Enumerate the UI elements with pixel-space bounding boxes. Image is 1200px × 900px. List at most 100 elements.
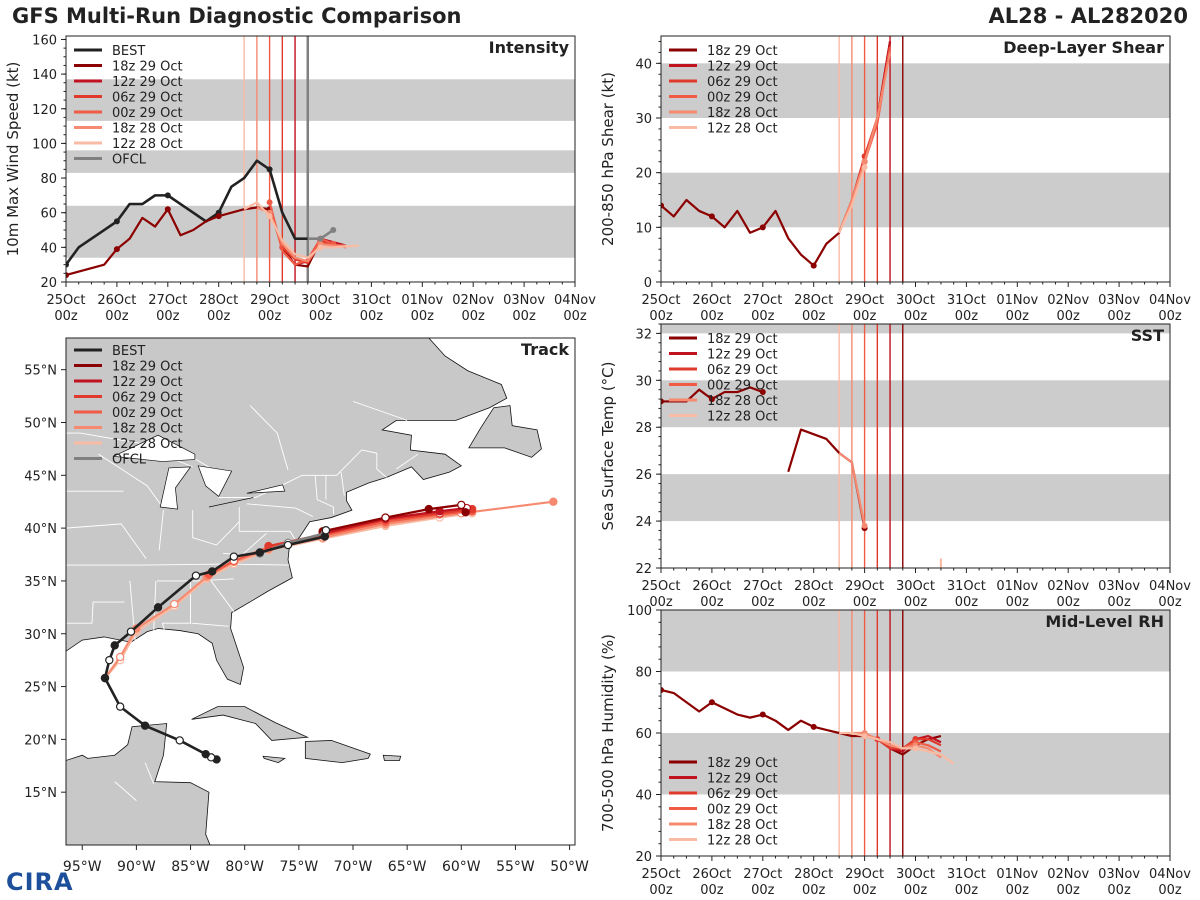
track-point-best bbox=[255, 548, 265, 557]
legend-label-12z-28-oct: 12z 28 Oct bbox=[112, 137, 183, 152]
admin-border bbox=[66, 563, 290, 566]
sst-panel: 22242628303225Oct00z26Oct00z27Oct00z28Oc… bbox=[599, 323, 1191, 610]
track-xtick-label: 75°W bbox=[280, 859, 319, 875]
admin-border bbox=[249, 405, 289, 471]
legend-label-12z-29-oct: 12z 29 Oct bbox=[707, 60, 778, 75]
track-point-best bbox=[100, 673, 110, 683]
track-point-18z-28-oct bbox=[170, 599, 179, 609]
intensity-xtick-label: 04Nov bbox=[554, 293, 596, 308]
intensity-xtick-label: 01Nov bbox=[401, 293, 443, 308]
rh-ylabel: 700-500 hPa Humidity (%) bbox=[599, 634, 617, 832]
rh-xtick-sublabel: 00z bbox=[802, 883, 826, 898]
sst-point-18z-28-oct bbox=[861, 522, 868, 529]
track-point-18z-29-oct bbox=[381, 513, 390, 522]
legend-label-00z-29-oct: 00z 29 Oct bbox=[707, 91, 778, 106]
intensity-point-ofcl bbox=[317, 235, 324, 242]
track-12z-29-oct bbox=[322, 506, 467, 535]
legend-label-18z-28-oct: 18z 28 Oct bbox=[112, 422, 183, 437]
sst-xtick-sublabel: 00z bbox=[700, 595, 724, 610]
rh-point-18z-29-oct bbox=[759, 711, 766, 718]
legend-label-00z-29-oct: 00z 29 Oct bbox=[707, 379, 778, 394]
sst-ytick-label: 22 bbox=[635, 562, 652, 577]
sst-xtick-sublabel: 00z bbox=[1107, 595, 1131, 610]
track-point-best bbox=[321, 526, 331, 535]
track-point-18z-28-oct bbox=[115, 652, 125, 662]
shear-xtick-sublabel: 00z bbox=[700, 309, 724, 324]
sst-xtick-sublabel: 00z bbox=[1057, 595, 1081, 610]
rh-series-group bbox=[661, 686, 955, 765]
admin-border bbox=[352, 400, 408, 421]
intensity-series-12z-28-oct bbox=[243, 201, 359, 259]
sst-xtick-label: 02Nov bbox=[1047, 579, 1089, 594]
intensity-xtick-sublabel: 00z bbox=[462, 309, 486, 324]
sst-xtick-label: 29Oct bbox=[845, 579, 884, 594]
intensity-xtick-label: 27Oct bbox=[148, 293, 187, 308]
intensity-point-best bbox=[113, 218, 120, 225]
rh-xtick-label: 25Oct bbox=[641, 867, 680, 882]
sst-band bbox=[661, 324, 1170, 334]
intensity-ytick-label: 60 bbox=[40, 207, 57, 222]
sst-title: SST bbox=[1131, 326, 1164, 345]
track-xtick-label: 95°W bbox=[63, 859, 102, 875]
legend-label-18z-29-oct: 18z 29 Oct bbox=[707, 756, 778, 771]
sst-xtick-sublabel: 00z bbox=[1006, 595, 1030, 610]
sst-xtick-label: 26Oct bbox=[692, 579, 731, 594]
rh-xtick-label: 27Oct bbox=[743, 867, 782, 882]
legend-label-06z-29-oct: 06z 29 Oct bbox=[707, 787, 778, 802]
shear-ytick-label: 0 bbox=[644, 276, 652, 291]
shear-xtick-sublabel: 00z bbox=[649, 309, 673, 324]
legend-label-12z-28-oct: 12z 28 Oct bbox=[707, 410, 778, 425]
legend-label-12z-28-oct: 12z 28 Oct bbox=[707, 122, 778, 137]
legend-label-00z-29-oct: 00z 29 Oct bbox=[112, 106, 183, 121]
legend-label-06z-29-oct: 06z 29 Oct bbox=[707, 363, 778, 378]
great-lake bbox=[112, 434, 196, 462]
track-ytick-label: 20°N bbox=[24, 733, 57, 748]
shear-point-12z-28-oct bbox=[861, 164, 868, 171]
great-lake bbox=[246, 484, 286, 494]
rh-panel: 2040608010025Oct00z26Oct00z27Oct00z28Oct… bbox=[599, 604, 1191, 898]
sst-xtick-label: 31Oct bbox=[947, 579, 986, 594]
legend-label-06z-29-oct: 06z 29 Oct bbox=[112, 91, 183, 106]
shear-xtick-sublabel: 00z bbox=[853, 309, 877, 324]
intensity-xtick-label: 28Oct bbox=[199, 293, 238, 308]
legend-label-18z-28-oct: 18z 28 Oct bbox=[707, 106, 778, 121]
intensity-point-best bbox=[266, 166, 273, 173]
shear-xtick-sublabel: 00z bbox=[802, 309, 826, 324]
legend-label-best: BEST bbox=[112, 344, 145, 359]
track-ytick-label: 40°N bbox=[24, 522, 57, 537]
sst-xtick-label: 04Nov bbox=[1149, 579, 1191, 594]
rh-xtick-sublabel: 00z bbox=[1158, 883, 1182, 898]
shear-ytick-label: 10 bbox=[635, 221, 652, 236]
legend-label-12z-28-oct: 12z 28 Oct bbox=[707, 834, 778, 849]
shear-point-18z-29-oct bbox=[810, 262, 817, 269]
intensity-xtick-sublabel: 00z bbox=[258, 309, 282, 324]
shear-xtick-sublabel: 00z bbox=[751, 309, 775, 324]
legend-label-12z-29-oct: 12z 29 Oct bbox=[112, 375, 183, 390]
intensity-point-18z-29-oct bbox=[164, 206, 171, 213]
sst-xtick-label: 28Oct bbox=[794, 579, 833, 594]
rh-xtick-sublabel: 00z bbox=[700, 883, 724, 898]
admin-border bbox=[158, 510, 164, 551]
shear-xtick-sublabel: 00z bbox=[955, 309, 979, 324]
rh-point-18z-29-oct bbox=[661, 686, 664, 693]
admin-border bbox=[238, 507, 299, 545]
rh-point-18z-29-oct bbox=[810, 723, 817, 730]
track-point-best bbox=[126, 627, 136, 636]
track-point-best bbox=[208, 567, 217, 576]
sst-xtick-sublabel: 00z bbox=[802, 595, 826, 610]
sst-ytick-label: 28 bbox=[635, 421, 652, 436]
rh-band bbox=[661, 610, 1170, 672]
shear-xtick-label: 27Oct bbox=[743, 293, 782, 308]
intensity-band bbox=[66, 150, 575, 173]
admin-border bbox=[396, 453, 419, 470]
track-xtick-label: 60°W bbox=[442, 859, 481, 875]
rh-xtick-label: 26Oct bbox=[692, 867, 731, 882]
cira-logo-text: CIRA bbox=[6, 868, 74, 896]
rh-ytick-label: 100 bbox=[627, 604, 652, 619]
legend-label-18z-28-oct: 18z 28 Oct bbox=[112, 122, 183, 137]
admin-border bbox=[246, 503, 314, 517]
legend-label-06z-29-oct: 06z 29 Oct bbox=[112, 391, 183, 406]
